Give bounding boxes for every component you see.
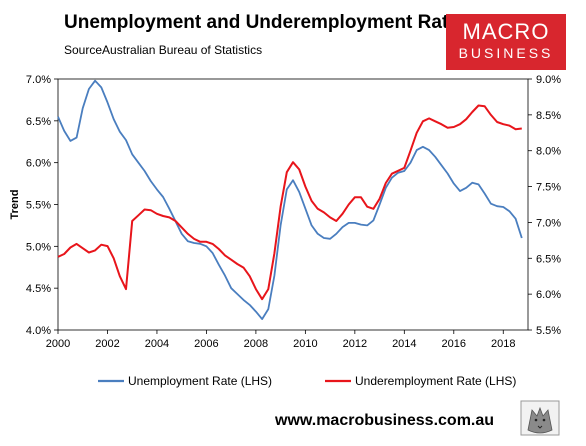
y-left-tick-label: 4.5%: [26, 283, 51, 295]
y-right-tick-label: 7.0%: [536, 217, 561, 229]
unemployment-rate-line: [57, 79, 523, 320]
logo-line-2: BUSINESS: [458, 45, 554, 61]
legend-label: Unemployment Rate (LHS): [128, 374, 272, 388]
y-left-tick-label: 5.5%: [26, 200, 51, 212]
y-axis-title: Trend: [9, 190, 21, 220]
footer-url: www.macrobusiness.com.au: [275, 412, 495, 429]
y-left-tick-label: 5.0%: [26, 241, 51, 253]
chart-title: Unemployment and Underemployment Rate: [64, 12, 459, 33]
chart-source: SourceAustralian Bureau of Statistics: [64, 43, 263, 57]
x-tick-label: 2018: [491, 338, 515, 350]
x-tick-label: 2008: [244, 338, 268, 350]
legend-label: Underemployment Rate (LHS): [355, 374, 516, 388]
y-left-tick-label: 7.0%: [26, 74, 51, 86]
y-right-tick-label: 8.5%: [536, 110, 561, 122]
y-right-tick-label: 6.0%: [536, 289, 561, 301]
plot-area-border: [57, 78, 529, 331]
x-tick-label: 2016: [442, 338, 466, 350]
logo-line-1: MACRO: [462, 19, 550, 44]
y-left-tick-label: 4.0%: [26, 325, 51, 337]
y-left-tick-label: 6.5%: [26, 116, 51, 128]
x-tick-label: 2004: [145, 338, 169, 350]
y-right-tick-label: 8.0%: [536, 146, 561, 158]
x-tick-label: 2012: [343, 338, 367, 350]
x-tick-label: 2014: [392, 338, 416, 350]
y-right-tick-label: 6.5%: [536, 253, 561, 265]
macrobusiness-logo: MACRO BUSINESS: [446, 14, 566, 70]
y-right-tick-label: 7.5%: [536, 182, 561, 194]
y-left-tick-label: 6.0%: [26, 158, 51, 170]
x-tick-label: 2002: [95, 338, 119, 350]
underemployment-rate-line: [57, 104, 522, 301]
x-tick-label: 2006: [194, 338, 218, 350]
wolf-logo-icon: [520, 400, 560, 436]
y-right-tick-label: 5.5%: [536, 325, 561, 337]
y-right-tick-label: 9.0%: [536, 74, 561, 86]
x-tick-label: 2000: [46, 338, 70, 350]
x-tick-label: 2010: [293, 338, 317, 350]
